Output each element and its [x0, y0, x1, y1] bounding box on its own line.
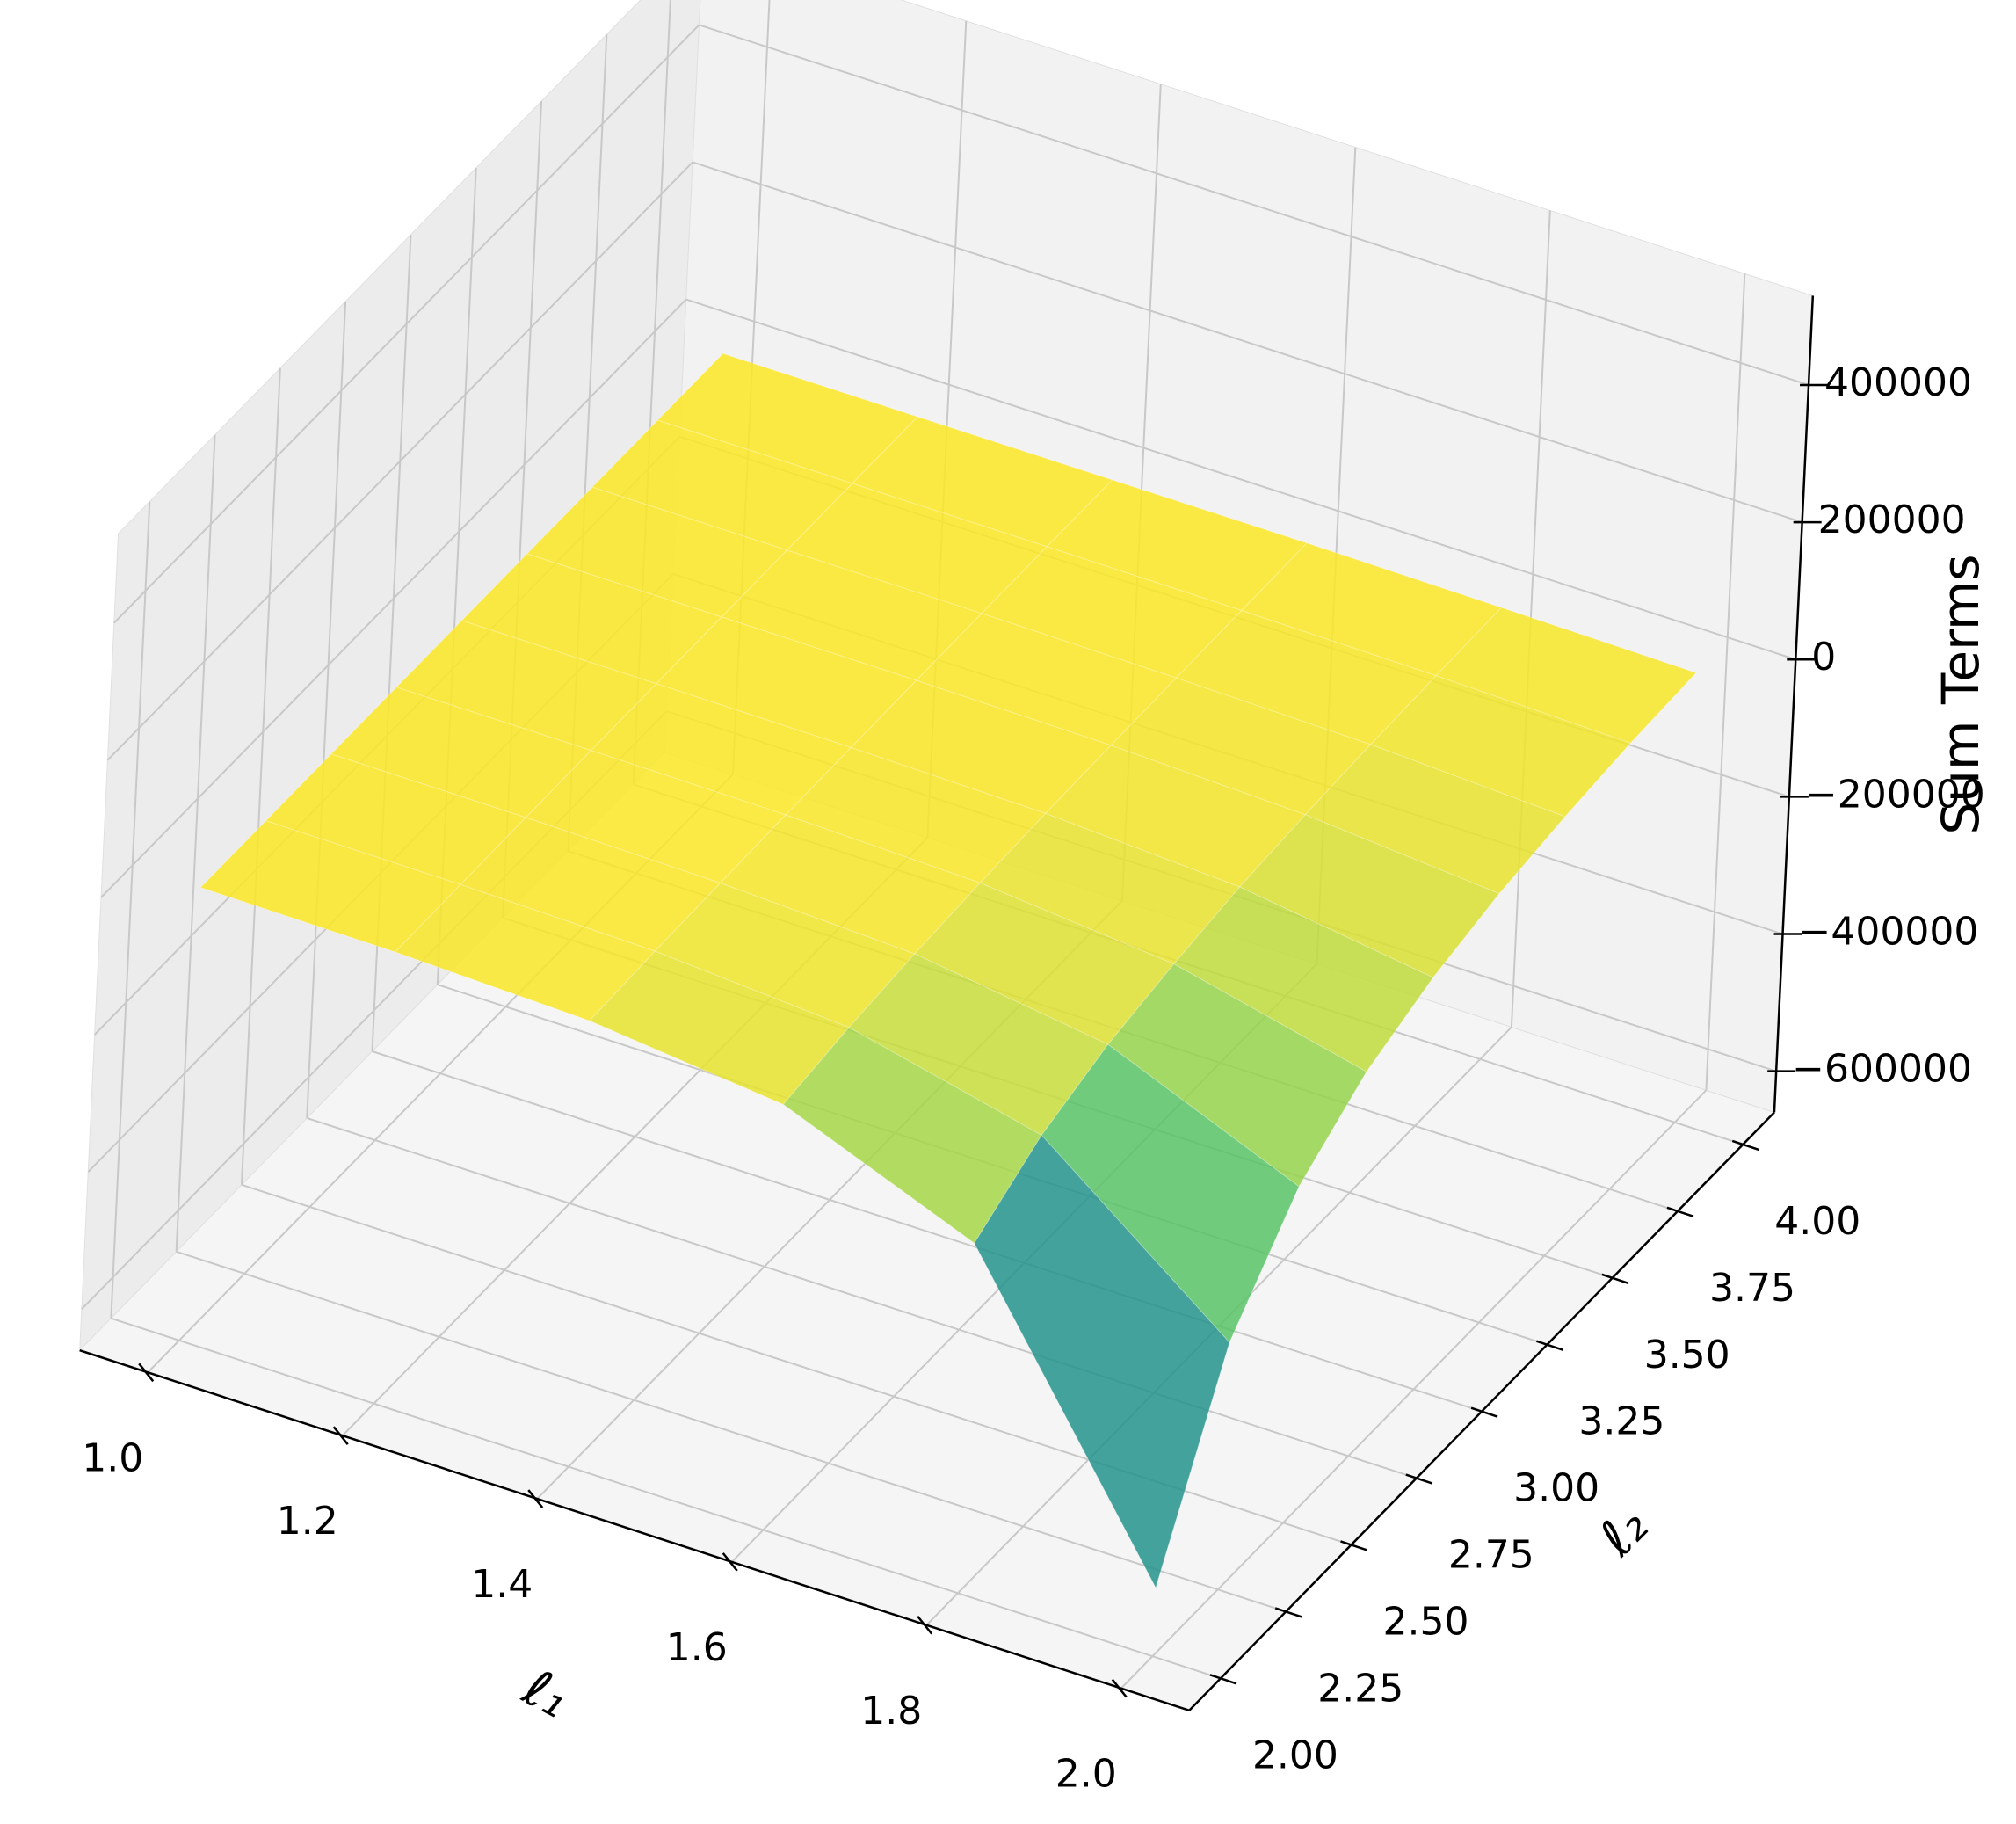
x-tick-label: 2.0 — [1055, 1752, 1117, 1797]
x-tick-label: 1.4 — [471, 1562, 533, 1607]
tick-mark — [1666, 1206, 1694, 1218]
tick-mark — [1209, 1674, 1237, 1685]
grid-line — [1705, 273, 1746, 1091]
y-tick-label: 3.50 — [1644, 1333, 1730, 1377]
z-tick-label: −600000 — [1792, 1047, 1972, 1092]
x-tick-label: 1.8 — [860, 1689, 922, 1733]
axis-line — [1773, 295, 1815, 1113]
axis-line — [1188, 1111, 1775, 1711]
tick-mark — [1470, 1406, 1498, 1418]
z-axis-label: Sum Terms — [1931, 554, 1991, 834]
surface-patch — [1173, 886, 1434, 1072]
tick-mark — [1405, 1473, 1433, 1485]
grid-line — [306, 301, 347, 1118]
z-tick-label: 0 — [1811, 635, 1836, 679]
grid-line — [106, 161, 693, 761]
grid-line — [685, 298, 1796, 661]
grid-line — [100, 298, 687, 898]
grid-line — [372, 1050, 1483, 1413]
tick-mark — [1731, 1139, 1759, 1152]
grid-line — [110, 501, 151, 1319]
tick-mark — [1340, 1540, 1367, 1551]
x-axis-label: ℓ₁ — [513, 1657, 578, 1730]
x-tick-label: 1.0 — [82, 1435, 143, 1480]
y-tick-label: 2.25 — [1317, 1666, 1403, 1711]
y-tick-label: 4.00 — [1774, 1199, 1860, 1244]
z-tick-label: 400000 — [1824, 360, 1972, 405]
y-tick-label: 3.00 — [1513, 1466, 1599, 1511]
y-tick-label: 2.00 — [1252, 1733, 1338, 1777]
y-tick-label: 3.75 — [1709, 1266, 1795, 1311]
z-tick-label: 200000 — [1818, 498, 1966, 542]
surface-patch — [1238, 814, 1500, 978]
grid-line — [176, 1250, 1287, 1613]
grid-line — [111, 1317, 1222, 1680]
grid-line — [306, 1116, 1418, 1479]
x-tick-label: 1.2 — [277, 1499, 338, 1544]
grid-line — [240, 367, 281, 1185]
surface-patch — [1304, 744, 1566, 895]
grid-line — [692, 161, 1802, 524]
grid-line — [113, 24, 700, 624]
z-tick-label: −200000 — [1805, 772, 1985, 817]
axes: 1.0 1.2 1.4 1.6 1.8 2.0 2.00 2.25 2.50 2.75 3.00 3.… — [79, 295, 1985, 1797]
y-tick-label: 2.75 — [1448, 1533, 1534, 1578]
surface — [199, 352, 1697, 1589]
grid-line — [699, 24, 1809, 386]
tick-mark — [1274, 1607, 1302, 1618]
grid-line — [175, 434, 216, 1252]
y-tick-label: 2.50 — [1383, 1599, 1469, 1644]
surface-patch — [974, 1134, 1230, 1589]
z-tick-label: −400000 — [1799, 910, 1979, 955]
x-tick-label: 1.6 — [666, 1625, 728, 1670]
tick-mark — [1536, 1340, 1563, 1351]
axis-line — [79, 1348, 1190, 1711]
tick-mark — [1601, 1273, 1629, 1284]
y-tick-label: 3.25 — [1578, 1399, 1664, 1444]
